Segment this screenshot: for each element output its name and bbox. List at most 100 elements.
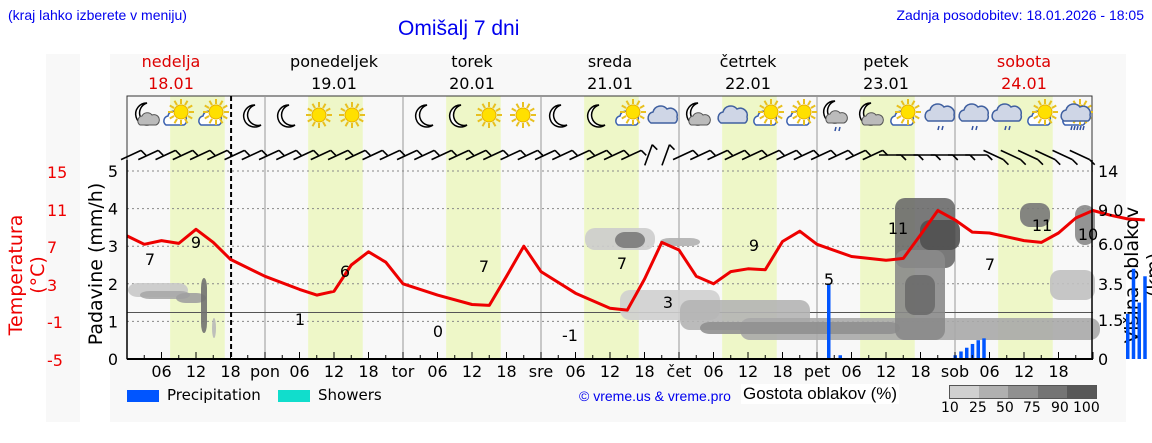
x-axis-hour-label: 18 bbox=[220, 362, 240, 381]
x-axis-day-label: sre bbox=[529, 362, 553, 381]
cloud-icon bbox=[958, 103, 990, 122]
cloud-density-tick: 90 bbox=[1051, 400, 1069, 416]
sun-icon bbox=[339, 102, 365, 128]
moon-icon bbox=[276, 104, 296, 128]
temp-tick: -5 bbox=[47, 351, 63, 370]
heavy-rain-icon bbox=[1070, 125, 1085, 131]
wind-barb-icon bbox=[827, 149, 854, 161]
x-axis-hour-label: 18 bbox=[910, 362, 930, 381]
wind-barb-icon bbox=[224, 149, 251, 161]
wind-barb-icon bbox=[293, 149, 320, 161]
x-axis-hour-label: 18 bbox=[772, 362, 792, 381]
x-axis-day-label: sob bbox=[941, 362, 969, 381]
wind-barb-icon bbox=[551, 149, 578, 161]
cloud-height-tick: 9.0 bbox=[1098, 201, 1123, 220]
day-header-1: ponedeljek 19.01 bbox=[265, 51, 403, 95]
sun-icon bbox=[895, 99, 921, 125]
showers-legend-label: Showers bbox=[318, 386, 382, 404]
sun-icon bbox=[791, 99, 817, 125]
x-axis-hour-label: 12 bbox=[600, 362, 620, 381]
cloud-density-patch bbox=[1050, 270, 1095, 300]
x-axis-day-label: pet bbox=[804, 362, 830, 381]
day-name: torek bbox=[451, 52, 493, 71]
cloud-icon bbox=[647, 105, 679, 124]
wind-barb-icon bbox=[1000, 149, 1027, 166]
wind-barb-icon bbox=[661, 144, 676, 166]
sun-icon bbox=[758, 99, 784, 125]
precipitation-bar bbox=[970, 343, 975, 359]
wind-barb-icon bbox=[275, 149, 302, 161]
day-header-5: petek 23.01 bbox=[817, 51, 955, 95]
cloud-density-tick: 100 bbox=[1073, 400, 1100, 416]
x-axis-hour-label: 18 bbox=[358, 362, 378, 381]
x-axis-hour-label: 12 bbox=[462, 362, 482, 381]
temp-axis-panel bbox=[46, 54, 80, 422]
wind-barb-icon bbox=[310, 149, 337, 161]
precipitation-bar bbox=[982, 338, 986, 359]
wind-barb-icon bbox=[776, 149, 803, 161]
temperature-value-label: 7 bbox=[145, 250, 155, 269]
temperature-value-label: 9 bbox=[749, 236, 759, 255]
x-axis-hour-label: 06 bbox=[565, 362, 585, 381]
daylight-band bbox=[170, 96, 225, 359]
temp-tick: 7 bbox=[47, 238, 58, 258]
precipitation-bar bbox=[1143, 276, 1147, 359]
wind-barb-icon bbox=[362, 149, 389, 161]
x-axis-hour-label: 12 bbox=[738, 362, 758, 381]
x-axis-hour-label: 06 bbox=[151, 362, 171, 381]
wind-barb-icon bbox=[396, 149, 423, 161]
day-header-2: torek 20.01 bbox=[403, 51, 541, 95]
temp-tick: 15 bbox=[47, 163, 68, 182]
wind-barb-icon bbox=[172, 149, 199, 161]
x-axis-day-label: pon bbox=[250, 362, 280, 381]
precipitation-bar bbox=[1131, 268, 1136, 359]
sun-icon bbox=[203, 99, 229, 125]
daylight-band bbox=[446, 96, 501, 359]
wind-barb-icon bbox=[448, 149, 475, 161]
x-axis-hour-label: 18 bbox=[496, 362, 516, 381]
cloud-density-patch bbox=[615, 232, 645, 248]
copyright-link[interactable]: © vreme.us & vreme.pro bbox=[579, 388, 731, 404]
day-name: sreda bbox=[587, 52, 633, 71]
wind-barb-icon bbox=[689, 149, 716, 161]
wind-barb-icon bbox=[845, 149, 872, 161]
precipitation-swatch bbox=[127, 390, 159, 402]
day-date: 21.01 bbox=[587, 74, 633, 93]
wind-barb-icon bbox=[758, 149, 785, 161]
wind-barb-icon bbox=[707, 149, 734, 161]
x-axis-hour-label: 06 bbox=[979, 362, 999, 381]
day-header-0: nedelja 18.01 bbox=[102, 51, 240, 95]
moon-icon bbox=[548, 104, 568, 128]
x-axis-hour-label: 18 bbox=[634, 362, 654, 381]
temperature-value-label: 7 bbox=[985, 255, 995, 274]
cloud-density-tick: 10 bbox=[941, 400, 959, 416]
x-axis-day-label: čet bbox=[667, 362, 692, 381]
x-axis-hour-label: 06 bbox=[427, 362, 447, 381]
daylight-band bbox=[998, 96, 1053, 359]
wind-barb-icon bbox=[643, 144, 658, 166]
temperature-value-label: 10 bbox=[1078, 225, 1098, 244]
temperature-value-label: 1 bbox=[295, 310, 305, 329]
page-title: Omišalj 7 dni bbox=[398, 17, 520, 40]
temperature-value-label: 7 bbox=[617, 254, 627, 273]
x-axis-hour-label: 12 bbox=[186, 362, 206, 381]
x-axis-hour-label: 06 bbox=[841, 362, 861, 381]
wind-barb-icon bbox=[327, 149, 354, 161]
cloud-density-patch bbox=[1020, 203, 1050, 227]
precipitation-bar bbox=[965, 347, 969, 359]
cloud-density-patch bbox=[700, 322, 900, 334]
temp-tick: 11 bbox=[47, 200, 68, 220]
cloud-height-tick: 1.5 bbox=[1098, 311, 1123, 330]
x-axis-hour-label: 06 bbox=[289, 362, 309, 381]
wind-barb-icon bbox=[120, 149, 147, 161]
day-date: 20.01 bbox=[449, 74, 495, 93]
day-date: 18.01 bbox=[148, 74, 194, 93]
day-header-6: sobota 24.01 bbox=[955, 51, 1093, 95]
wind-barb-icon bbox=[1069, 149, 1096, 166]
day-date: 19.01 bbox=[311, 74, 357, 93]
cloud-density-tick: 25 bbox=[969, 400, 987, 416]
wind-barb-icon bbox=[431, 149, 458, 161]
location-hint[interactable]: (kraj lahko izberete v meniju) bbox=[8, 7, 187, 23]
temperature-value-label: 7 bbox=[479, 257, 489, 276]
cloud-density-patch bbox=[905, 275, 935, 315]
